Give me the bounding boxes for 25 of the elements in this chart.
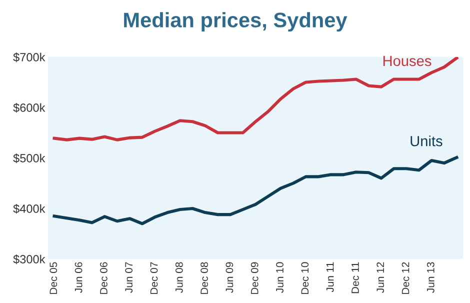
x-tick-label: Jun 12 [376,262,384,293]
x-tick-label: Dec 12 [402,262,410,294]
y-tick-label: $700k [13,52,46,62]
x-tick-label: Dec 07 [150,262,158,294]
x-tick-label: Jun 13 [426,262,434,293]
x-tick-label: Jun 08 [175,262,183,293]
series-label: Units [410,136,442,146]
y-tick-label: $400k [13,204,46,214]
x-tick-label: Dec 09 [250,262,258,294]
x-tick-label: Dec 06 [100,262,108,294]
x-tick-label: Jun 10 [276,262,284,293]
x-tick-label: Dec 08 [200,262,208,294]
x-tick-label: Jun 07 [125,262,133,293]
x-tick-label: Jun 11 [326,262,334,292]
y-tick-label: $500k [13,154,46,164]
y-tick-label: $300k [13,254,46,264]
x-tick-label: Dec 10 [301,262,309,294]
x-tick-label: Dec 11 [352,262,359,294]
line-series [52,156,458,226]
x-tick-label: Jun 06 [74,262,82,293]
series-label: Houses [383,56,432,66]
chart-title: Median prices, Sydney [124,12,348,32]
x-tick-label: Dec 05 [50,262,58,294]
y-tick-label: $600k [13,103,46,113]
x-tick-label: Jun 09 [226,262,234,293]
